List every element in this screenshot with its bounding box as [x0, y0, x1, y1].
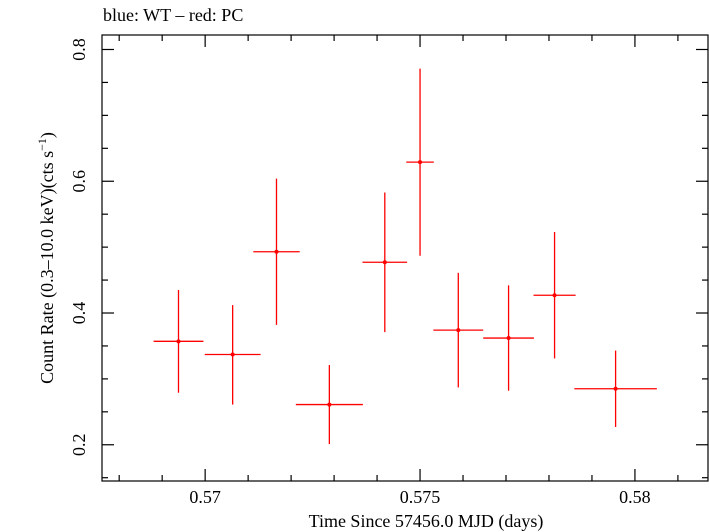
point-marker [613, 386, 618, 391]
point-marker [382, 260, 387, 265]
data-point [362, 192, 408, 333]
point-marker [327, 402, 332, 407]
y-tick-label: 0.2 [69, 434, 89, 457]
point-marker [552, 293, 557, 298]
data-point [153, 289, 204, 393]
data-point [406, 68, 434, 256]
y-axis-label-sup: −1 [35, 138, 49, 151]
y-tick-label: 0.8 [69, 38, 89, 61]
data-point [204, 305, 261, 405]
plot-frame [101, 34, 709, 482]
data-point [574, 350, 657, 427]
y-axis-label: Count Rate (0.3–10.0 keV)(cts s−1) [35, 132, 58, 384]
x-tick-label: 0.575 [400, 487, 441, 507]
x-axis-label: Time Since 57456.0 MJD (days) [309, 511, 544, 532]
y-axis-label-main: Count Rate (0.3–10.0 keV)(cts s [37, 151, 58, 384]
axis-ticks [102, 35, 708, 481]
data-point [533, 231, 576, 359]
point-marker [176, 339, 181, 344]
data-point [433, 272, 484, 388]
y-tick-label: 0.4 [69, 302, 89, 325]
y-axis-label-close: ) [37, 132, 58, 138]
point-marker [274, 249, 279, 254]
data-point [483, 285, 534, 391]
x-tick-label: 0.58 [619, 487, 651, 507]
data-point [295, 365, 363, 445]
point-marker [418, 160, 423, 165]
data-point [253, 178, 300, 325]
chart-title: blue: WT – red: PC [103, 5, 244, 25]
axis-tick-labels: 0.57 0.575 0.58 0.2 0.4 0.6 0.8 [69, 38, 651, 507]
point-marker [456, 328, 461, 333]
y-tick-label: 0.6 [69, 170, 89, 193]
point-marker [506, 336, 511, 341]
x-tick-label: 0.57 [189, 487, 221, 507]
point-marker [230, 352, 235, 357]
data-points [153, 68, 657, 445]
